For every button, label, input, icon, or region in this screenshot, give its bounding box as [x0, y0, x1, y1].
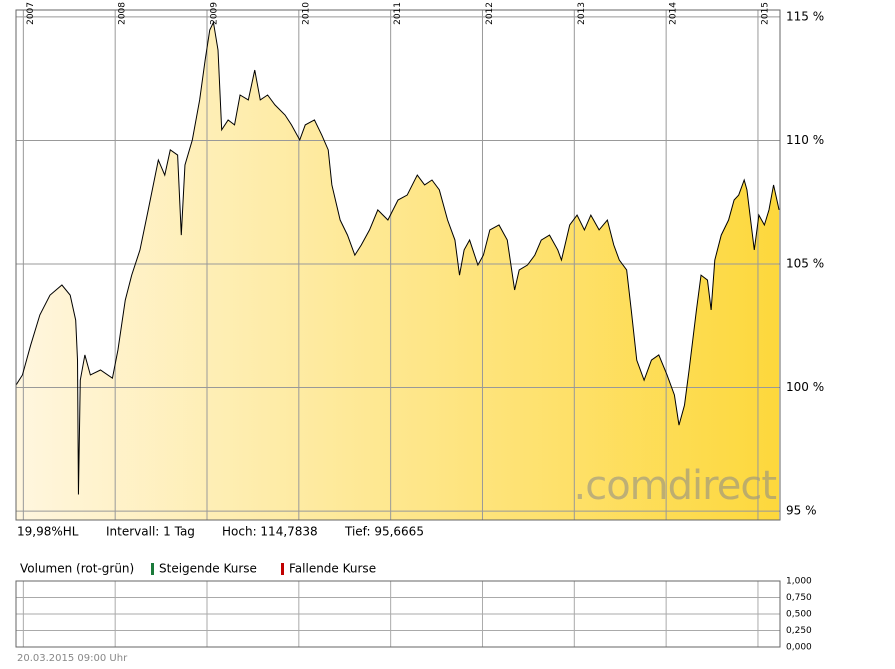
- x-tick-label: 2014: [669, 2, 679, 25]
- y-tick-label: 95 %: [786, 504, 817, 518]
- x-tick-label: 2007: [26, 2, 36, 25]
- info-low: Tief: 95,6665: [344, 525, 424, 539]
- y-tick-label: 0,000: [786, 643, 812, 653]
- info-interval: Intervall: 1 Tag: [106, 525, 195, 539]
- watermark: .comdirect: [574, 463, 777, 509]
- x-tick-label: 2015: [760, 2, 770, 25]
- y-tick-label: 115 %: [786, 9, 824, 23]
- legend-label: Fallende Kurse: [289, 562, 376, 576]
- x-tick-label: 2013: [577, 2, 587, 25]
- legend-swatch: [281, 563, 284, 575]
- y-tick-label: 0,250: [786, 626, 812, 636]
- plot-frame: [15, 9, 781, 521]
- y-tick-label: 105 %: [786, 257, 824, 271]
- x-tick-label: 2010: [301, 2, 311, 25]
- x-tick-label: 2012: [485, 2, 495, 25]
- x-tick-label: 2011: [393, 2, 403, 25]
- x-tick-label: 2009: [210, 2, 220, 25]
- y-tick-label: 0,500: [786, 610, 812, 620]
- info-range: 19,98%HL: [17, 525, 79, 539]
- x-tick-label: 2008: [118, 2, 128, 25]
- price-area: [16, 22, 780, 520]
- y-tick-label: 0,750: [786, 593, 812, 603]
- legend-label: Steigende Kurse: [159, 562, 257, 576]
- timestamp: 20.03.2015 09:00 Uhr: [17, 653, 128, 664]
- price-line: [15, 20, 780, 495]
- info-high: Hoch: 114,7838: [222, 525, 318, 539]
- plot-frame: [15, 580, 781, 648]
- legend-swatch: [151, 563, 154, 575]
- y-tick-label: 100 %: [786, 380, 824, 394]
- y-tick-label: 1,000: [786, 577, 812, 587]
- y-tick-label: 110 %: [786, 133, 824, 147]
- volume-title: Volumen (rot-grün): [20, 562, 134, 576]
